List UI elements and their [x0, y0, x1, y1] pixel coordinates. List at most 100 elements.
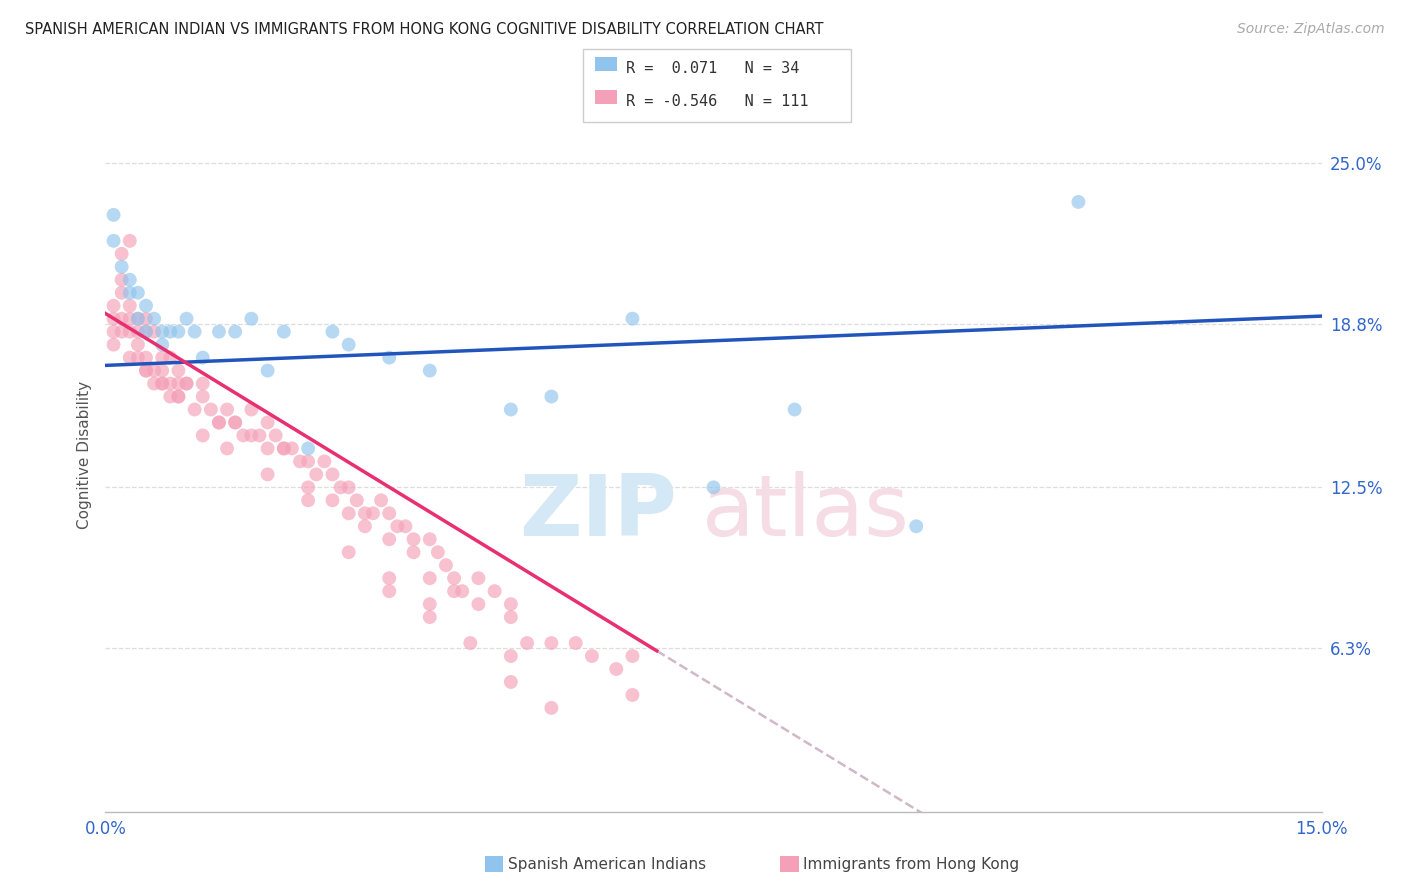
Point	[103, 337, 125, 351]
Point	[516, 636, 538, 650]
Text: R = -0.546   N = 111: R = -0.546 N = 111	[626, 94, 808, 109]
Point	[540, 390, 562, 404]
Point	[135, 325, 157, 339]
Point	[143, 325, 166, 339]
Point	[361, 506, 384, 520]
Point	[167, 390, 190, 404]
Point	[208, 416, 231, 430]
Point	[297, 442, 319, 456]
Point	[176, 311, 198, 326]
Point	[443, 584, 465, 599]
Text: atlas: atlas	[702, 470, 910, 554]
Point	[394, 519, 416, 533]
Point	[621, 648, 644, 663]
Point	[150, 376, 173, 391]
Point	[143, 363, 166, 377]
Point	[249, 428, 271, 442]
Point	[273, 442, 295, 456]
Point	[150, 337, 173, 351]
Point	[118, 273, 141, 287]
Point	[402, 533, 425, 547]
Point	[135, 311, 157, 326]
Point	[135, 351, 157, 365]
Point	[150, 363, 173, 377]
Point	[499, 675, 522, 690]
Point	[370, 493, 392, 508]
Point	[419, 597, 441, 611]
Point	[208, 416, 231, 430]
Point	[273, 442, 295, 456]
Point	[217, 442, 239, 456]
Point	[378, 506, 401, 520]
Point	[467, 597, 489, 611]
Point	[484, 584, 506, 599]
Point	[191, 390, 214, 404]
Text: Source: ZipAtlas.com: Source: ZipAtlas.com	[1237, 22, 1385, 37]
Point	[305, 467, 328, 482]
Point	[499, 597, 522, 611]
Point	[451, 584, 474, 599]
Point	[127, 311, 149, 326]
Point	[378, 351, 401, 365]
Point	[176, 376, 198, 391]
Text: R =  0.071   N = 34: R = 0.071 N = 34	[626, 61, 799, 76]
Point	[127, 325, 149, 339]
Point	[378, 533, 401, 547]
Point	[103, 311, 125, 326]
Point	[256, 442, 278, 456]
Point	[321, 325, 343, 339]
Point	[256, 467, 278, 482]
Point	[378, 571, 401, 585]
Point	[621, 311, 644, 326]
Point	[118, 234, 141, 248]
Point	[111, 325, 134, 339]
Point	[135, 363, 157, 377]
Point	[256, 363, 278, 377]
Point	[200, 402, 222, 417]
Point	[337, 506, 360, 520]
Point	[103, 325, 125, 339]
Point	[111, 260, 134, 274]
Point	[297, 480, 319, 494]
Point	[321, 493, 343, 508]
Point	[111, 273, 134, 287]
Point	[118, 299, 141, 313]
Point	[150, 325, 173, 339]
Point	[297, 493, 319, 508]
Point	[103, 234, 125, 248]
Point	[111, 285, 134, 300]
Point	[159, 325, 181, 339]
Point	[426, 545, 449, 559]
Point	[419, 363, 441, 377]
Point	[419, 571, 441, 585]
Point	[387, 519, 409, 533]
Point	[499, 648, 522, 663]
Point	[191, 351, 214, 365]
Point	[314, 454, 336, 468]
Point	[564, 636, 586, 650]
Point	[111, 247, 134, 261]
Point	[167, 390, 190, 404]
Text: ZIP: ZIP	[519, 470, 678, 554]
Point	[159, 376, 181, 391]
Point	[581, 648, 603, 663]
Point	[354, 519, 377, 533]
Point	[337, 337, 360, 351]
Point	[150, 376, 173, 391]
Point	[118, 325, 141, 339]
Point	[702, 480, 725, 494]
Point	[135, 299, 157, 313]
Point	[127, 351, 149, 365]
Text: Immigrants from Hong Kong: Immigrants from Hong Kong	[803, 857, 1019, 871]
Point	[224, 416, 246, 430]
Point	[191, 428, 214, 442]
Point	[321, 467, 343, 482]
Point	[256, 416, 278, 430]
Point	[224, 325, 246, 339]
Point	[419, 533, 441, 547]
Point	[337, 545, 360, 559]
Point	[499, 402, 522, 417]
Point	[217, 402, 239, 417]
Point	[159, 390, 181, 404]
Text: SPANISH AMERICAN INDIAN VS IMMIGRANTS FROM HONG KONG COGNITIVE DISABILITY CORREL: SPANISH AMERICAN INDIAN VS IMMIGRANTS FR…	[25, 22, 824, 37]
